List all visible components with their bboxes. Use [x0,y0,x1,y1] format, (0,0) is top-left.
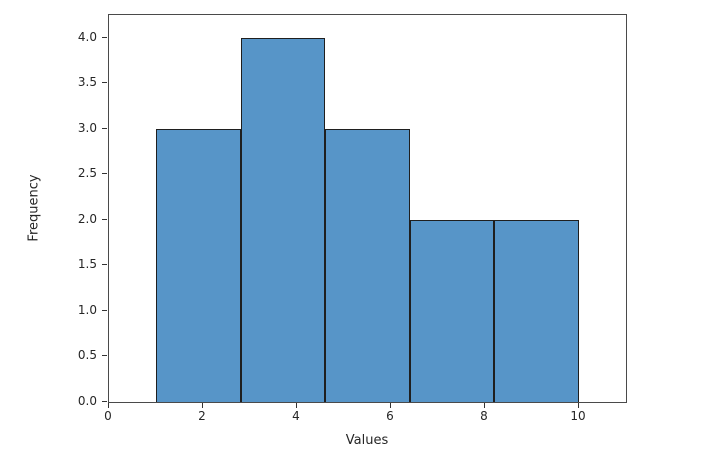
y-tick-mark [102,355,107,357]
plot-area [108,14,627,403]
x-tick-label: 2 [198,409,206,423]
x-tick-mark [390,403,391,408]
y-tick-label: 2.0 [77,211,97,226]
x-tick-label: 6 [386,409,394,423]
y-tick-label: 3.5 [77,75,97,90]
histogram-bar [325,128,410,402]
x-tick-mark [484,403,485,408]
histogram-bar [409,219,495,402]
x-tick-mark [108,403,109,408]
y-tick-mark [102,82,107,84]
histogram-bar [156,128,241,402]
y-tick-label: 4.0 [77,29,97,44]
y-tick-mark [102,127,107,129]
histogram-bar [240,37,326,402]
y-tick-mark [102,173,107,175]
y-tick-label: 3.0 [77,120,97,135]
x-tick-mark [296,403,297,408]
histogram-bar [494,219,579,402]
y-tick-mark [102,401,107,402]
x-axis-label: Values [345,433,389,448]
bars-container [109,15,626,402]
y-tick-mark [102,309,107,311]
x-tick-label: 10 [570,409,586,423]
x-tick-label: 0 [104,409,112,423]
y-tick-label: 2.5 [77,166,97,181]
y-tick-label: 0.0 [77,394,97,408]
y-axis-label: Frequency [26,174,42,242]
y-tick-label: 1.0 [77,302,97,317]
x-tick-label: 8 [480,409,488,423]
y-tick-mark [102,264,107,266]
y-tick-label: 0.5 [77,348,97,363]
x-tick-label: 4 [292,409,300,423]
y-tick-mark [102,218,107,220]
x-tick-mark [202,403,203,408]
x-tick-mark [578,403,579,408]
y-tick-mark [102,36,107,38]
y-tick-label: 1.5 [77,257,97,272]
